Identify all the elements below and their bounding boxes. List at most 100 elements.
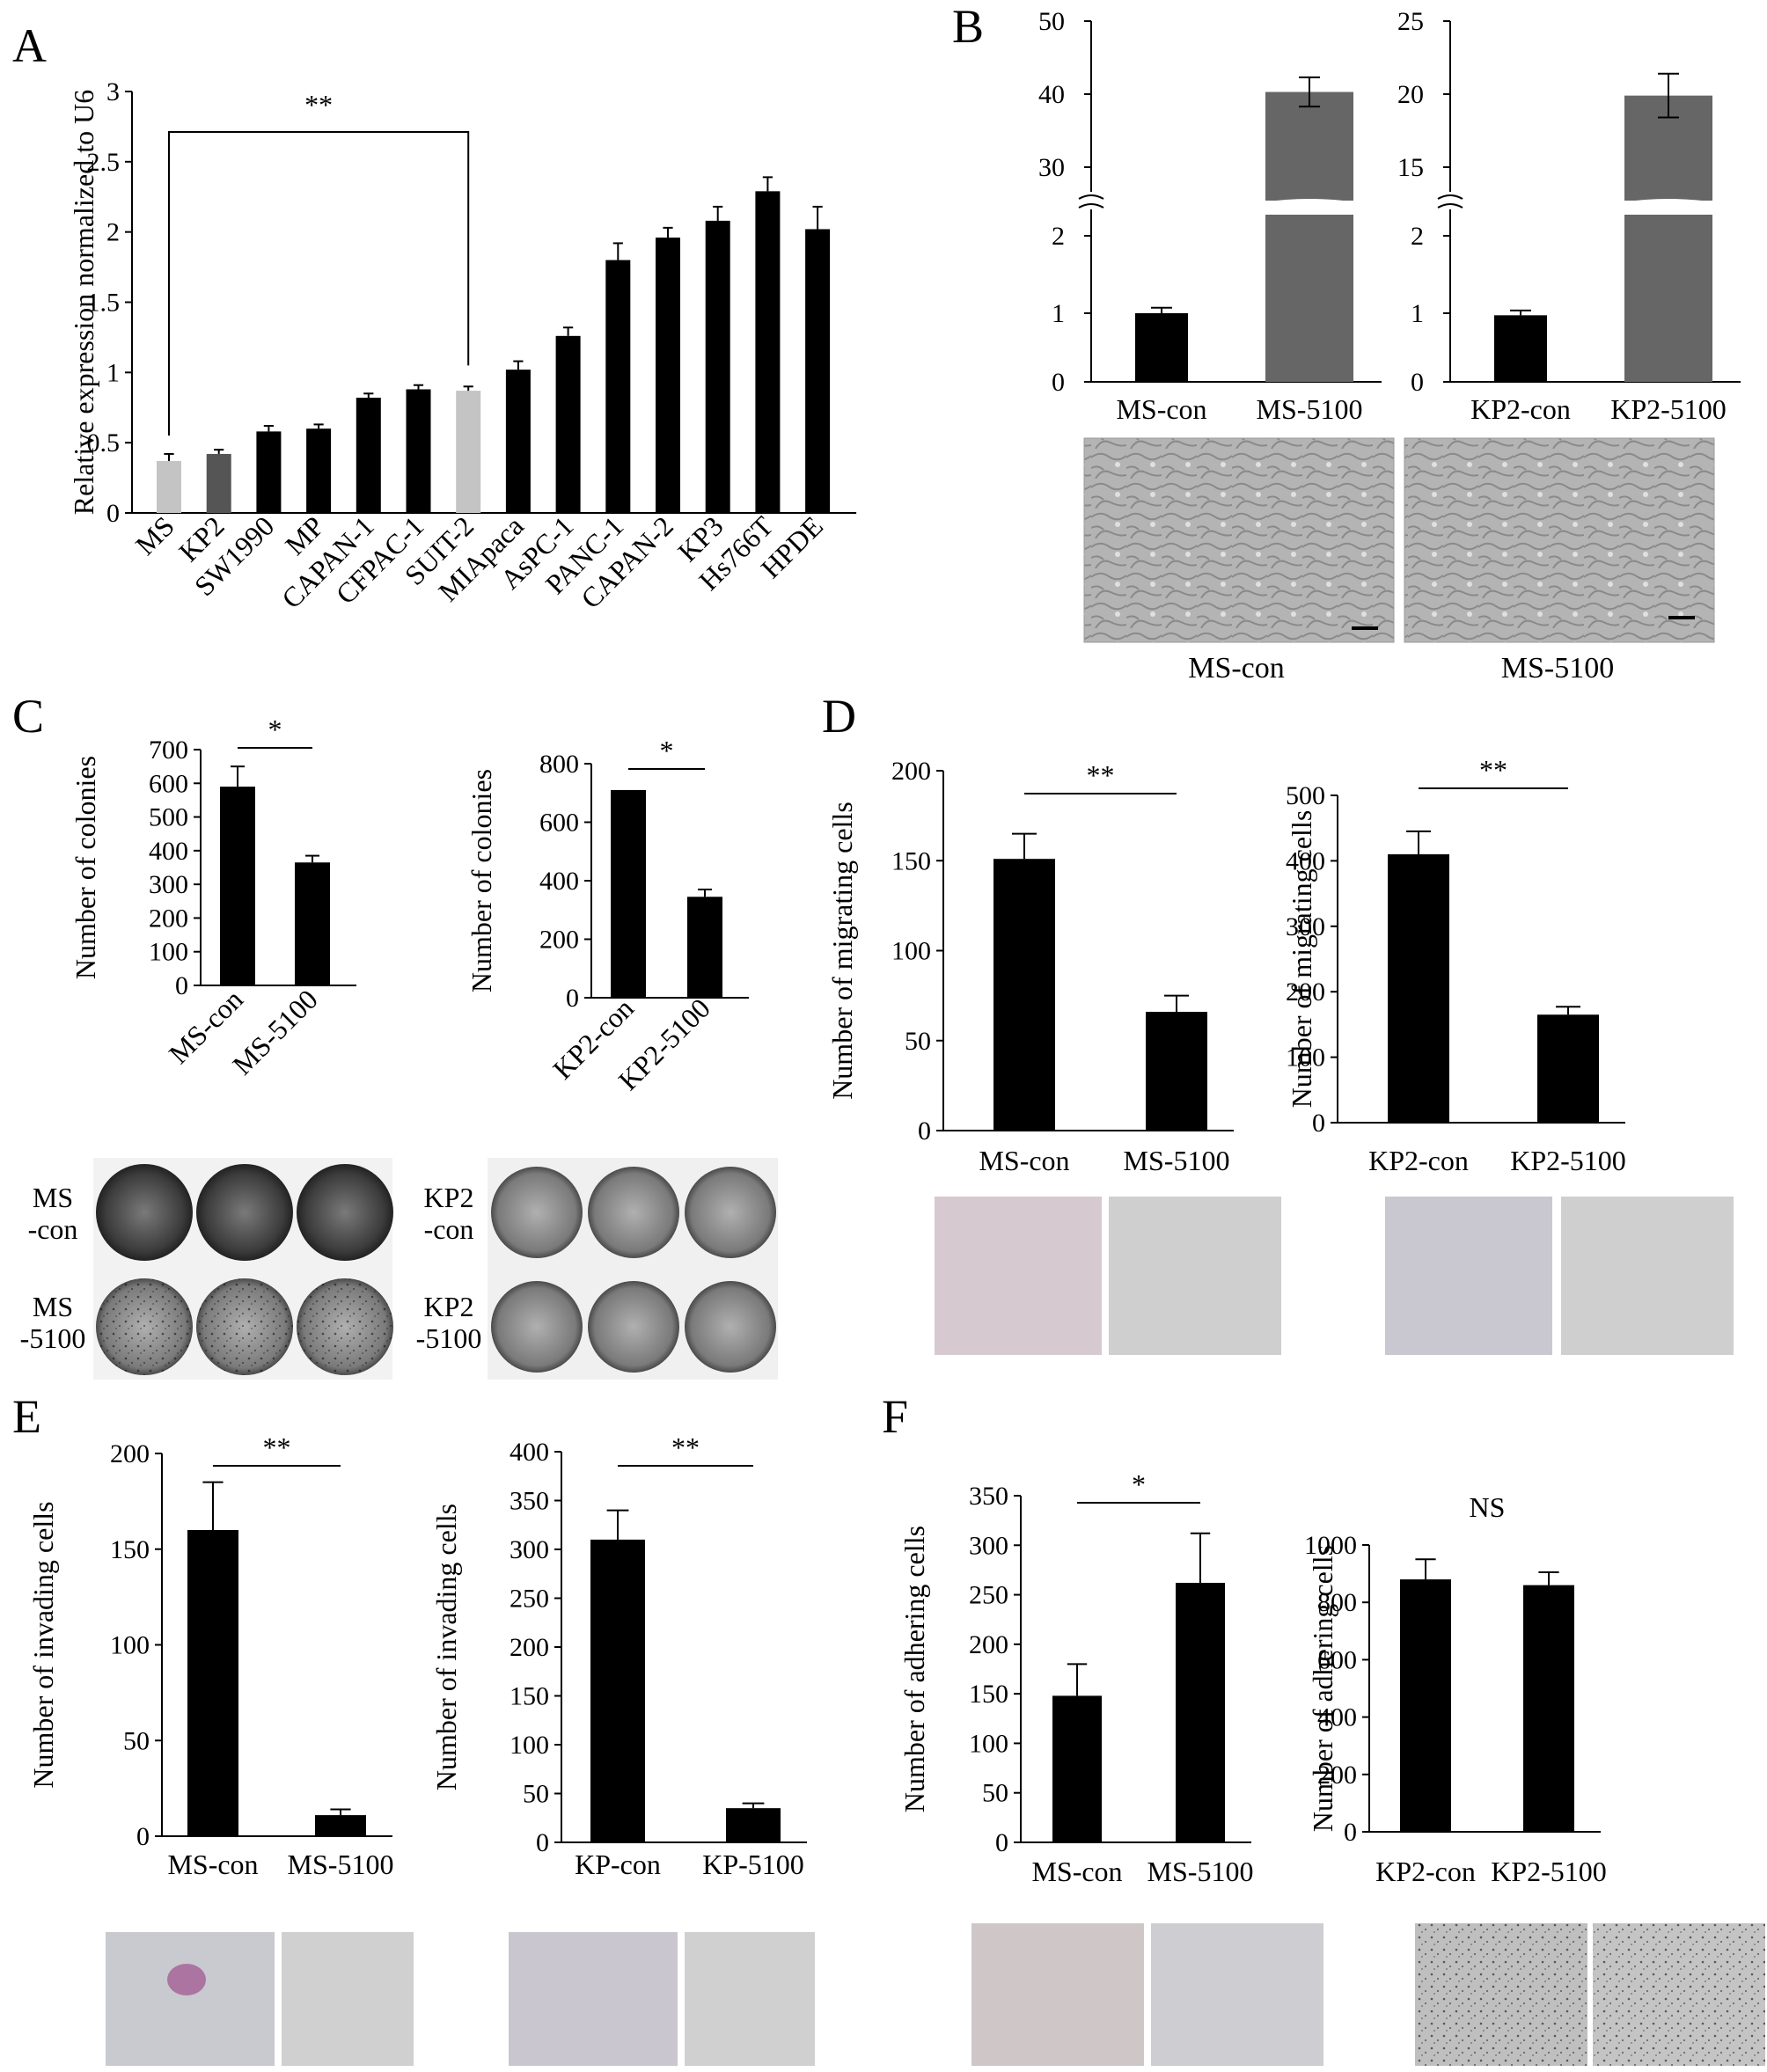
- bar: [993, 859, 1055, 1131]
- panel-letter-d: D: [822, 690, 856, 743]
- bar: [687, 897, 722, 998]
- y-tick-label: 800: [539, 750, 579, 779]
- y-tick-label: 100: [1286, 1043, 1325, 1073]
- y-tick-label: 400: [1286, 846, 1325, 875]
- panel-letter-e: E: [12, 1390, 41, 1443]
- bar: [456, 391, 481, 513]
- y-axis-label: Number of colonies: [466, 769, 497, 992]
- x-tick-label: MS-5100: [1147, 1856, 1254, 1887]
- row-label-kp2-con: KP2 -con: [424, 1182, 474, 1245]
- bar: [1146, 1012, 1207, 1131]
- bar: [356, 398, 381, 513]
- colony-plate-ms: [93, 1158, 393, 1380]
- bar: [206, 453, 231, 513]
- x-tick-label: KP2-5100: [1610, 393, 1727, 425]
- bar: [1388, 853, 1449, 1123]
- bar-lower: [1265, 215, 1353, 382]
- y-tick-label: 1: [106, 358, 120, 387]
- axis-break-mark: [1437, 194, 1463, 209]
- y-tick-label: 0.5: [87, 428, 121, 458]
- significance-label: *: [660, 735, 674, 766]
- y-tick-label: 50: [1038, 7, 1065, 36]
- y-tick-label: 200: [891, 757, 931, 786]
- y-axis-label: Number of adhering cells: [1307, 1545, 1338, 1832]
- y-tick-label: 20: [1397, 80, 1424, 109]
- significance-label: **: [671, 1431, 700, 1463]
- x-tick-label: KP2-con: [1368, 1145, 1469, 1176]
- scale-bar-left: [1352, 626, 1378, 630]
- bar-break-gap: [1262, 199, 1357, 215]
- y-tick-label: 40: [1038, 80, 1065, 109]
- y-tick-label: 100: [149, 938, 188, 967]
- significance-label: **: [1479, 754, 1507, 786]
- bar: [306, 428, 332, 513]
- y-tick-label: 200: [149, 904, 188, 933]
- bar-lower: [1624, 215, 1712, 382]
- y-tick-label: 300: [149, 870, 188, 899]
- y-tick-label: 500: [1286, 781, 1325, 810]
- y-tick-label: 100: [969, 1729, 1008, 1758]
- y-tick-label: 150: [969, 1680, 1008, 1709]
- y-tick-label: 2: [106, 218, 120, 247]
- y-tick-label: 25: [1397, 7, 1424, 36]
- x-tick-label: KP2-5100: [1491, 1856, 1607, 1887]
- x-tick-label: KP-5100: [702, 1849, 804, 1880]
- y-tick-label: 200: [510, 1633, 549, 1662]
- significance-label: *: [268, 714, 282, 745]
- y-tick-label: 150: [110, 1535, 150, 1564]
- row-label-ms-5100: MS -5100: [20, 1291, 86, 1354]
- y-tick-label: 200: [969, 1630, 1008, 1659]
- y-tick-label: 0: [1344, 1818, 1357, 1847]
- y-tick-label: 0: [536, 1828, 549, 1857]
- y-tick-label: 0: [566, 984, 579, 1013]
- y-tick-label: 1.5: [87, 289, 121, 318]
- y-tick-label: 100: [110, 1631, 150, 1660]
- y-tick-label: 0: [918, 1117, 931, 1146]
- bar: [555, 335, 581, 513]
- significance-label: **: [1087, 759, 1115, 791]
- x-tick-label: MS-5100: [1257, 393, 1363, 425]
- bar: [220, 787, 255, 985]
- y-tick-label: 800: [1317, 1588, 1357, 1617]
- x-tick-label: MS-con: [1116, 393, 1206, 425]
- y-tick-label: 300: [1286, 912, 1325, 941]
- row-label-kp2-5100: KP2 -5100: [416, 1291, 482, 1354]
- y-axis-label: Number of colonies: [70, 756, 101, 979]
- significance-bracket: [168, 131, 470, 436]
- y-tick-label: 200: [110, 1439, 150, 1468]
- row-label-ms-con: MS -con: [28, 1182, 78, 1245]
- y-tick-label: 400: [539, 867, 579, 896]
- caption-ms-5100: MS-5100: [1501, 652, 1614, 685]
- significance-label: *: [1132, 1468, 1146, 1500]
- significance-label: **: [304, 89, 333, 121]
- bar-break-gap: [1621, 199, 1716, 215]
- y-tick-label: 600: [1317, 1645, 1357, 1674]
- y-tick-label: 50: [905, 1027, 931, 1056]
- y-tick-label: 1: [1411, 299, 1424, 328]
- bar: [611, 789, 646, 998]
- y-tick-label: 30: [1038, 153, 1065, 182]
- bar: [505, 370, 531, 513]
- caption-ms-con: MS-con: [1188, 652, 1285, 685]
- x-tick-label: KP2-con: [1470, 393, 1571, 425]
- y-tick-label: 2.5: [87, 148, 121, 177]
- y-tick-label: 300: [510, 1535, 549, 1564]
- bar: [1400, 1579, 1451, 1832]
- y-axis-label: Relative expression normalized to U6: [68, 90, 99, 515]
- y-tick-label: 350: [510, 1487, 549, 1516]
- y-tick-label: 15: [1397, 153, 1424, 182]
- bar: [755, 191, 781, 513]
- bar: [1052, 1695, 1102, 1842]
- x-tick-label: KP2-con: [1375, 1856, 1476, 1887]
- panel-letter-a: A: [12, 19, 47, 72]
- x-tick-label: KP-con: [575, 1849, 661, 1880]
- bar: [187, 1530, 238, 1836]
- bar-upper: [1265, 92, 1353, 201]
- micrograph-ms-con: [1083, 437, 1395, 643]
- x-tick-label: MS-con: [167, 1849, 258, 1880]
- x-tick-label: KP2-5100: [1510, 1145, 1626, 1176]
- panel-letter-f: F: [882, 1390, 908, 1443]
- micrograph-ms-5100: [1404, 437, 1715, 643]
- x-tick-label: MS: [129, 509, 180, 560]
- y-tick-label: 50: [982, 1779, 1008, 1808]
